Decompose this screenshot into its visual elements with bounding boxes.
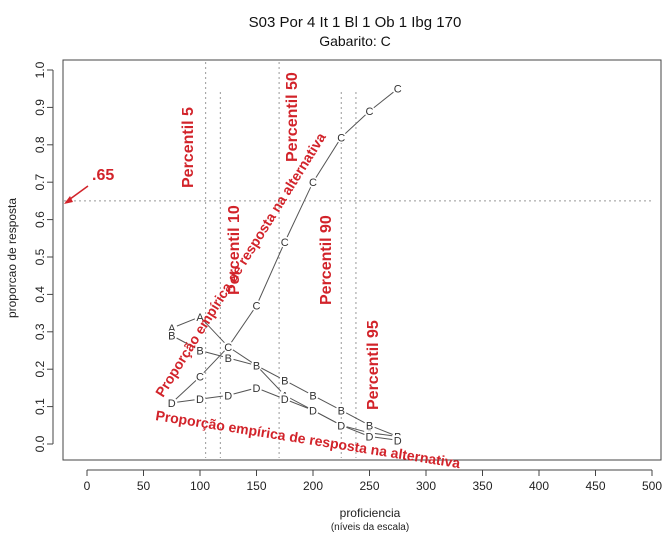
chart-title: S03 Por 4 It 1 Bl 1 Ob 1 Ibg 170	[249, 14, 462, 31]
series-point-c: C	[394, 84, 402, 96]
series-point-bg	[392, 434, 404, 446]
series-point-b: B	[196, 346, 203, 358]
series-point-b: B	[309, 390, 316, 402]
x-tick-label: 200	[303, 479, 323, 493]
x-tick-label: 50	[137, 479, 151, 493]
series-point-bg	[251, 382, 262, 394]
series-point-bg	[166, 397, 178, 409]
series-point-d: D	[281, 394, 289, 406]
series-point-bg	[392, 83, 404, 95]
series-point-c: C	[309, 177, 317, 189]
series-point-c: C	[196, 372, 204, 384]
y-tick-label: 0.4	[33, 286, 47, 303]
curve-correct-label: Proporção empírica de resposta na altern…	[152, 130, 329, 400]
series-point-d: D	[337, 420, 345, 432]
series-point-d: D	[366, 432, 374, 444]
x-tick-label: 400	[529, 479, 549, 493]
series-point-bg	[222, 341, 234, 353]
percentil-10-label: Percentil 10	[226, 205, 243, 295]
x-tick-label: 0	[84, 479, 91, 493]
y-tick-label: 1.0	[33, 61, 47, 78]
x-tick-label: 350	[472, 479, 492, 493]
series-point-c: C	[253, 301, 261, 313]
x-tick-label: 450	[585, 479, 605, 493]
annotations: .65 Percentil 5 Percentil 10 Percentil 5…	[64, 72, 462, 471]
series-point-bg	[364, 431, 375, 443]
series-point-b: B	[253, 360, 260, 372]
y-tick-label: 0.0	[33, 435, 47, 452]
x-axis-sublabel: (níveis da escala)	[331, 522, 409, 533]
series-point-bg	[335, 419, 347, 431]
y-tick-label: 0.6	[33, 211, 47, 228]
series-point-d: D	[394, 435, 402, 447]
series-point-c: C	[366, 106, 374, 118]
plot-frame	[62, 59, 662, 461]
x-tick-label: 150	[246, 479, 266, 493]
x-tick-label: 500	[642, 479, 662, 493]
series-point-bg	[279, 236, 291, 248]
x-tick-label: 100	[190, 479, 210, 493]
series-point-bg	[222, 389, 234, 401]
y-tick-label: 0.1	[33, 398, 47, 415]
series-point-a: A	[196, 312, 204, 324]
series-point-d: D	[253, 383, 261, 395]
y-tick-label: 0.3	[33, 323, 47, 340]
chart-subtitle: Gabarito: C	[319, 33, 391, 49]
x-tick-label: 300	[416, 479, 436, 493]
y-tick-label: 0.9	[33, 99, 47, 116]
y-tick-label: 0.2	[33, 361, 47, 378]
series-point-d: D	[168, 398, 176, 410]
series-point-bg	[279, 393, 291, 405]
series-point-bg	[307, 404, 319, 416]
y-tick-label: 0.7	[33, 174, 47, 191]
x-axis-label: proficiencia	[340, 506, 401, 520]
y-tick-label: 0.8	[33, 136, 47, 153]
series-point-bg	[194, 345, 206, 356]
percentil-90-label: Percentil 90	[318, 215, 335, 305]
series-point-b: B	[225, 353, 232, 365]
series-point-b: B	[168, 331, 175, 343]
series-point-b: B	[338, 405, 345, 417]
series-point-bg	[335, 131, 347, 143]
y-tick-label: 0.5	[33, 248, 47, 265]
series-point-d: D	[309, 405, 317, 417]
series-point-bg	[251, 300, 262, 312]
series-point-b: B	[366, 420, 373, 432]
series-point-bg	[194, 393, 206, 405]
percentil-50-label: Percentil 50	[284, 72, 301, 162]
series-point-c: C	[224, 342, 232, 354]
series-point-bg	[279, 374, 291, 386]
series-point-bg	[364, 105, 375, 117]
percentil-95-label: Percentil 95	[365, 320, 382, 410]
series-point-bg	[307, 176, 319, 188]
series-point-bg	[307, 389, 319, 401]
x-axis: 0 50 100 150 200 250 300 350 400 450 500	[84, 469, 662, 493]
series-point-d: D	[224, 390, 232, 402]
y-axis-label: proporcao de resposta	[5, 198, 19, 318]
series-point-bg	[251, 359, 262, 371]
series-point-bg	[194, 371, 206, 383]
series-point-c: C	[281, 237, 289, 249]
series-point-a: A	[168, 323, 176, 335]
y-axis: 0.0 0.1 0.2 0.3 0.4 0.5 0.6 0.7 0.8 0.9 1.0	[33, 61, 54, 452]
percentil-5-label: Percentil 5	[180, 107, 197, 188]
series-point-bg	[194, 311, 206, 323]
series-layer: AAAAAAAAABBBBBBBBBCCCCCCCCCDDDDDDDDD	[166, 83, 404, 447]
marker-65-arrowhead	[64, 196, 73, 204]
series-point-bg	[166, 330, 178, 342]
series-point-b: B	[281, 375, 288, 387]
marker-65-label: .65	[92, 167, 114, 184]
reference-lines	[64, 62, 652, 458]
series-point-bg	[335, 404, 347, 416]
x-tick-label: 250	[359, 479, 379, 493]
series-point-c: C	[337, 132, 345, 144]
series-point-bg	[364, 419, 375, 431]
series-point-bg	[222, 352, 234, 364]
series-point-d: D	[196, 394, 204, 406]
